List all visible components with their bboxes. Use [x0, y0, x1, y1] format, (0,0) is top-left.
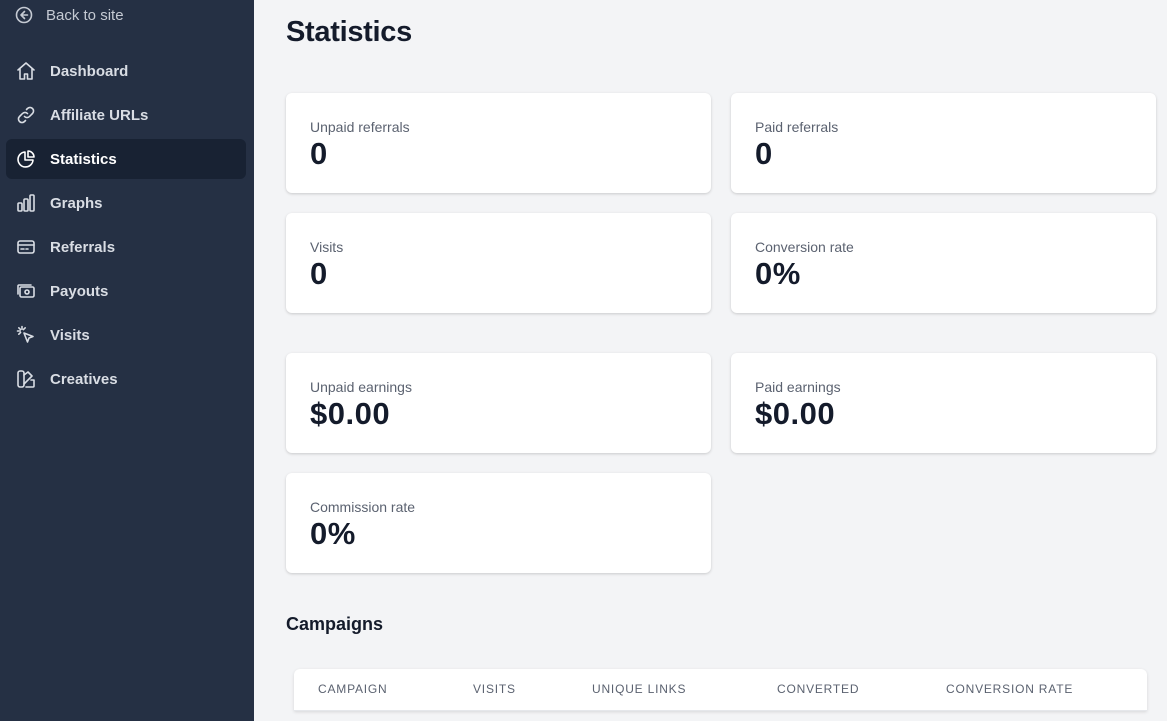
swatch-icon	[15, 368, 37, 390]
sidebar-item-label: Payouts	[50, 282, 109, 300]
stat-label: Unpaid earnings	[310, 379, 412, 395]
stat-card-commission-rate: Commission rate 0%	[286, 473, 711, 573]
stat-card-paid-earnings: Paid earnings $0.00	[731, 353, 1156, 453]
stat-label: Paid referrals	[755, 119, 839, 135]
stat-card-visits: Visits 0	[286, 213, 711, 313]
sidebar-item-label: Statistics	[50, 150, 117, 168]
stat-card-paid-referrals: Paid referrals 0	[731, 93, 1156, 193]
sidebar-item-label: Referrals	[50, 238, 116, 256]
main-content: Statistics Unpaid referrals 0 Paid refer…	[254, 0, 1167, 721]
column-header-visits[interactable]: VISITS	[473, 682, 516, 696]
column-header-converted[interactable]: CONVERTED	[777, 682, 860, 696]
campaigns-table: CAMPAIGN VISITS UNIQUE LINKS CONVERTED C…	[294, 669, 1147, 711]
arrow-circle-left-icon	[14, 5, 34, 25]
stat-value: 0	[310, 256, 328, 291]
column-header-conversion-rate[interactable]: CONVERSION RATE	[946, 682, 1074, 696]
stat-value: 0	[310, 136, 328, 171]
stat-card-unpaid-referrals: Unpaid referrals 0	[286, 93, 711, 193]
sidebar-item-label: Graphs	[50, 194, 103, 212]
credit-card-icon	[15, 236, 37, 258]
campaigns-heading: Campaigns	[286, 614, 384, 634]
sidebar-item-creatives[interactable]: Creatives	[6, 359, 246, 399]
sidebar-item-label: Affiliate URLs	[50, 106, 149, 124]
page-title: Statistics	[286, 16, 412, 48]
link-icon	[15, 104, 37, 126]
pie-chart-icon	[15, 148, 37, 170]
bar-chart-icon	[15, 192, 37, 214]
sidebar-item-statistics[interactable]: Statistics	[6, 139, 246, 179]
sidebar-item-graphs[interactable]: Graphs	[6, 183, 246, 223]
stat-card-conversion-rate: Conversion rate 0%	[731, 213, 1156, 313]
stat-label: Paid earnings	[755, 379, 841, 395]
home-icon	[15, 60, 37, 82]
stat-label: Visits	[310, 239, 344, 255]
cash-icon	[15, 280, 37, 302]
stat-card-unpaid-earnings: Unpaid earnings $0.00	[286, 353, 711, 453]
sidebar-item-label: Creatives	[50, 370, 118, 388]
sidebar-item-payouts[interactable]: Payouts	[6, 271, 246, 311]
sidebar-nav: Dashboard Affiliate URLs Statistics Grap…	[6, 51, 246, 403]
back-to-site-label: Back to site	[46, 6, 124, 24]
sidebar: Back to site Dashboard Affiliate URLs St…	[0, 0, 254, 721]
stat-label: Commission rate	[310, 499, 416, 515]
back-to-site-link[interactable]: Back to site	[14, 5, 124, 25]
column-header-unique-links[interactable]: UNIQUE LINKS	[592, 682, 687, 696]
stat-label: Conversion rate	[755, 239, 854, 255]
stat-value: 0	[755, 136, 773, 171]
sidebar-item-label: Dashboard	[50, 62, 129, 80]
stat-value: 0%	[755, 256, 801, 291]
sidebar-item-affiliate-urls[interactable]: Affiliate URLs	[6, 95, 246, 135]
stat-value: 0%	[310, 516, 356, 551]
column-header-campaign[interactable]: CAMPAIGN	[318, 682, 388, 696]
sidebar-item-visits[interactable]: Visits	[6, 315, 246, 355]
sidebar-item-label: Visits	[50, 326, 90, 344]
stat-value: $0.00	[310, 396, 391, 431]
stat-value: $0.00	[755, 396, 836, 431]
sidebar-item-dashboard[interactable]: Dashboard	[6, 51, 246, 91]
sidebar-item-referrals[interactable]: Referrals	[6, 227, 246, 267]
cursor-click-icon	[15, 324, 37, 346]
stat-label: Unpaid referrals	[310, 119, 410, 135]
